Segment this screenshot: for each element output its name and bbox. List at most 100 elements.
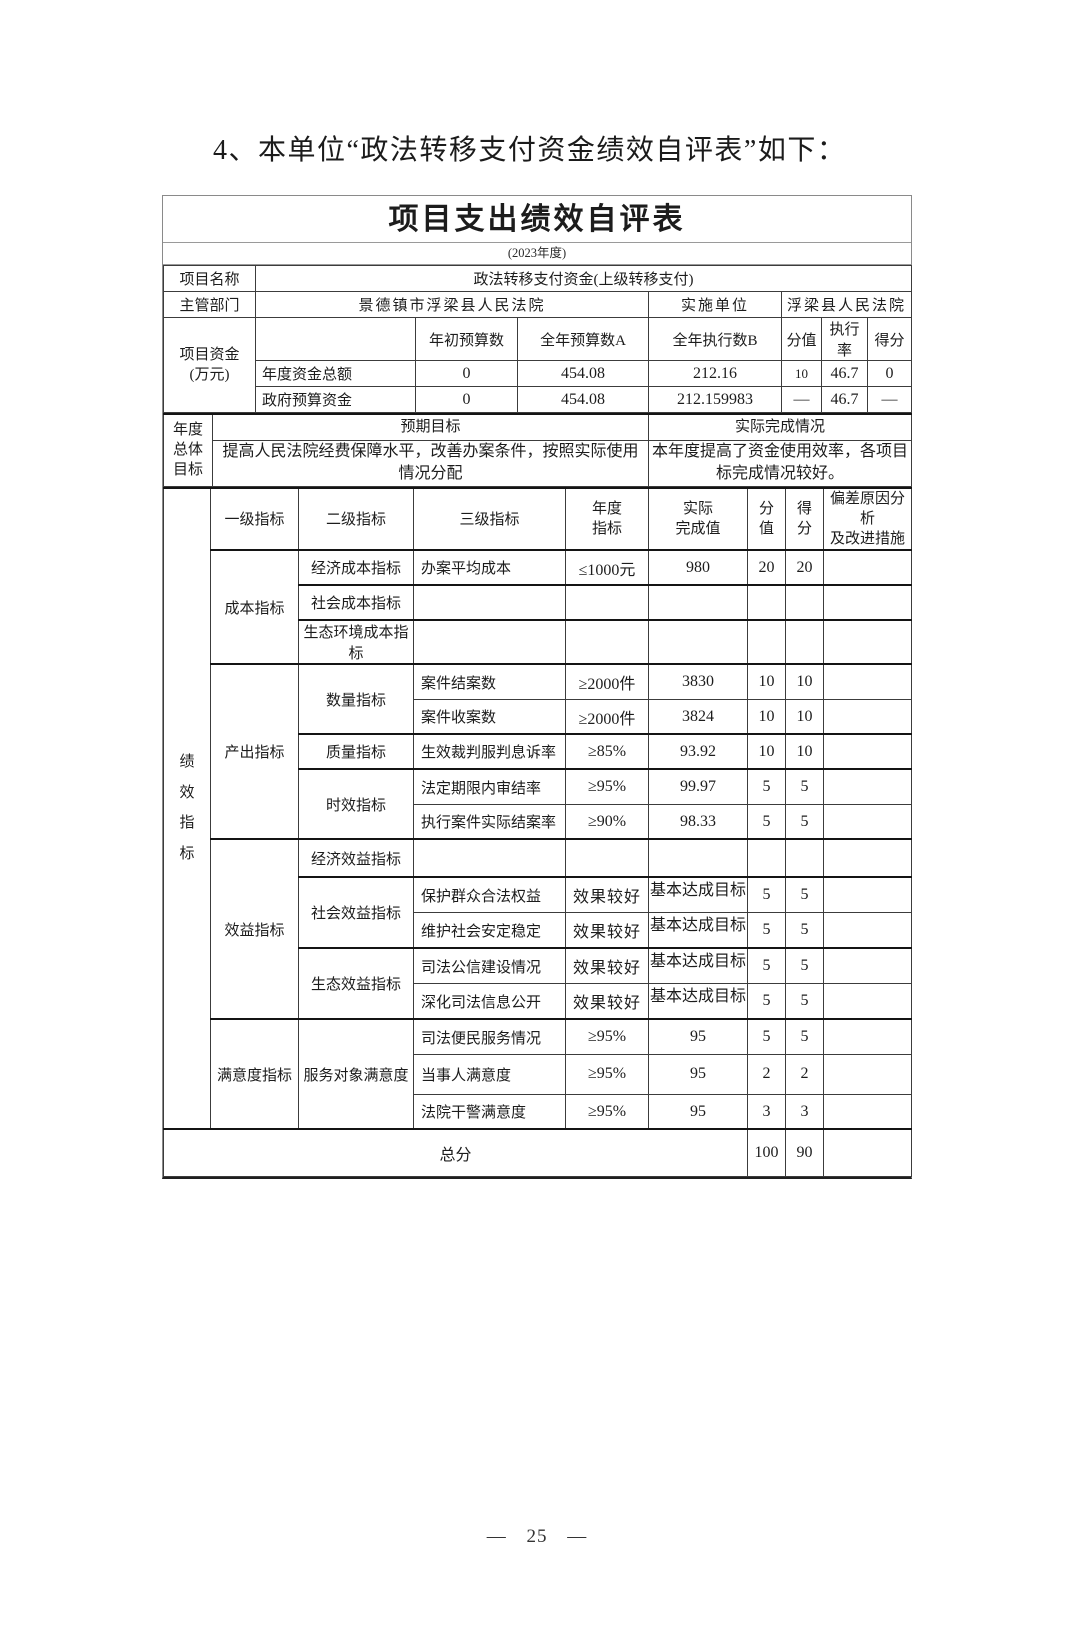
l3-cell	[413, 584, 566, 621]
l1-cell: 产出指标	[210, 663, 299, 840]
funds-col-annual-budget: 全年预算数A	[517, 317, 649, 361]
actual-value-clipped-text: 基本达成目标	[649, 882, 746, 900]
funds-execution-rate: 46.7	[821, 386, 868, 413]
col-header-actual: 实际 完成值	[648, 487, 748, 552]
table-row: 项目资金 (万元) 年初预算数 全年预算数A 全年执行数B 分值 执行率 得分	[163, 317, 913, 413]
project-info-table: 项目名称 政法转移支付资金(上级转移支付) 主管部门 景德镇市浮梁县人民法院 实…	[163, 265, 913, 413]
score-cell: 5	[785, 1018, 824, 1055]
weight-cell	[747, 584, 786, 621]
table-row: 时效指标 法定期限内审结率 ≥95% 99.97 5 5	[164, 768, 912, 840]
implement-unit-label: 实施单位	[648, 291, 782, 318]
annual-goal-table: 年度总体目标 预期目标 实际完成情况 提高人民法院经费保障水平，改善办案条件，按…	[163, 413, 912, 487]
col-header-level1: 一级指标	[210, 487, 299, 552]
table-row: 维护社会安定稳定 效果较好 基本达成目标 5 5	[164, 912, 912, 949]
funds-initial-budget: 0	[415, 360, 518, 387]
l3-cell	[413, 619, 566, 665]
table-row: 年度资金总额 0 454.08 212.16 10 46.7 0	[164, 360, 913, 387]
funds-col-initial-budget: 年初预算数	[415, 317, 518, 361]
deviation-cell	[823, 947, 912, 985]
weight-cell: 5	[747, 912, 786, 949]
deviation-cell	[823, 912, 912, 949]
weight-cell: 10	[747, 698, 786, 735]
funds-col-weight: 分值	[781, 317, 822, 361]
annual-target-cell: ≥95%	[565, 1018, 649, 1055]
funds-executed: 212.16	[648, 360, 782, 387]
l1-cell: 成本指标	[210, 549, 299, 665]
score-cell	[785, 584, 824, 621]
l3-cell: 法院干警满意度	[413, 1093, 566, 1130]
score-cell: 5	[785, 768, 824, 805]
table-row: 满意度指标 服务对象满意度 司法便民服务情况 ≥95% 95 5 5	[164, 1018, 912, 1130]
deviation-cell	[823, 768, 912, 805]
actual-value-cell: 基本达成目标	[648, 876, 748, 914]
page-number: — 25 —	[486, 1526, 588, 1547]
score-cell: 5	[785, 876, 824, 914]
actual-value-cell: 基本达成目标	[648, 983, 748, 1020]
annual-target-cell: ≥2000件	[565, 663, 649, 700]
deviation-cell	[823, 584, 912, 621]
funds-empty-cell	[255, 317, 416, 361]
l3-cell: 法定期限内审结率	[413, 768, 566, 805]
actual-value-clipped-text: 基本达成目标	[649, 988, 746, 1006]
annual-target-cell: 效果较好	[565, 983, 649, 1020]
funds-label: 项目资金 (万元)	[163, 317, 256, 413]
table-row: 案件收案数 ≥2000件 3824 10 10	[164, 698, 912, 735]
table-row: 产出指标 数量指标 案件结案数 ≥2000件 3830 10 10	[164, 663, 912, 840]
deviation-cell	[823, 698, 912, 735]
actual-value-cell: 95	[648, 1093, 748, 1130]
score-cell: 5	[785, 912, 824, 949]
actual-value-cell	[648, 619, 748, 665]
score-cell	[785, 619, 824, 665]
table-row: 项目名称 政法转移支付资金(上级转移支付)	[163, 265, 913, 292]
funds-score: 0	[866, 360, 913, 387]
total-label: 总分	[163, 1128, 748, 1177]
total-weight: 100	[747, 1128, 786, 1177]
weight-cell: 5	[747, 768, 786, 805]
l2-cell: 社会效益指标	[298, 876, 414, 949]
l3-cell: 生效裁判服判息诉率	[413, 733, 566, 770]
funds-row-label: 政府预算资金	[255, 386, 416, 413]
funds-initial-budget: 0	[415, 386, 518, 413]
weight-cell: 20	[747, 549, 786, 586]
weight-cell: 5	[747, 876, 786, 914]
annual-target-cell: ≥90%	[565, 803, 649, 840]
department-label: 主管部门	[163, 291, 256, 318]
l3-cell: 办案平均成本	[413, 549, 566, 586]
weight-cell: 10	[747, 663, 786, 700]
actual-value-cell: 98.33	[648, 803, 748, 840]
implement-unit-value: 浮梁县人民法院	[780, 291, 913, 318]
expected-goal-text: 提高人民法院经费保障水平，改善办案条件，按照实际使用情况分配	[212, 439, 649, 487]
funds-col-execution-rate: 执行率	[821, 317, 868, 361]
weight-cell	[747, 619, 786, 665]
weight-cell: 5	[747, 1018, 786, 1055]
annual-target-cell	[565, 838, 649, 878]
total-deviation-cell	[823, 1128, 912, 1177]
funds-col-executed: 全年执行数B	[648, 317, 782, 361]
l3-cell: 深化司法信息公开	[413, 983, 566, 1020]
score-cell: 3	[785, 1093, 824, 1130]
actual-value-cell	[648, 838, 748, 878]
annual-target-cell: ≥85%	[565, 733, 649, 770]
score-cell: 10	[785, 663, 824, 700]
table-row: 效益指标 经济效益指标	[164, 838, 912, 1020]
project-name-value: 政法转移支付资金(上级转移支付)	[254, 265, 913, 292]
deviation-cell	[823, 876, 912, 914]
score-cell	[785, 838, 824, 878]
actual-completion-header: 实际完成情况	[648, 413, 912, 441]
table-title: 项目支出绩效自评表	[163, 196, 911, 243]
actual-value-cell: 95	[648, 1018, 748, 1055]
col-header-level2: 二级指标	[298, 487, 414, 552]
actual-value-clipped-text: 基本达成目标	[649, 953, 746, 971]
annual-goal-label: 年度总体目标	[163, 413, 213, 487]
annual-target-cell	[565, 584, 649, 621]
weight-cell: 5	[747, 947, 786, 985]
score-cell: 5	[785, 983, 824, 1020]
indicators-table: 绩效指标 一级指标 二级指标 三级指标 年度 指标 实际 完成值 分 值 得 分…	[163, 486, 912, 1177]
table-row: 质量指标 生效裁判服判息诉率 ≥85% 93.92 10 10	[164, 733, 912, 770]
l3-cell: 维护社会安定稳定	[413, 912, 566, 949]
col-header-level3: 三级指标	[413, 487, 566, 552]
annual-target-cell	[565, 619, 649, 665]
table-row: 深化司法信息公开 效果较好 基本达成目标 5 5	[164, 983, 912, 1020]
funds-col-score: 得分	[866, 317, 913, 361]
deviation-cell	[823, 1053, 912, 1095]
